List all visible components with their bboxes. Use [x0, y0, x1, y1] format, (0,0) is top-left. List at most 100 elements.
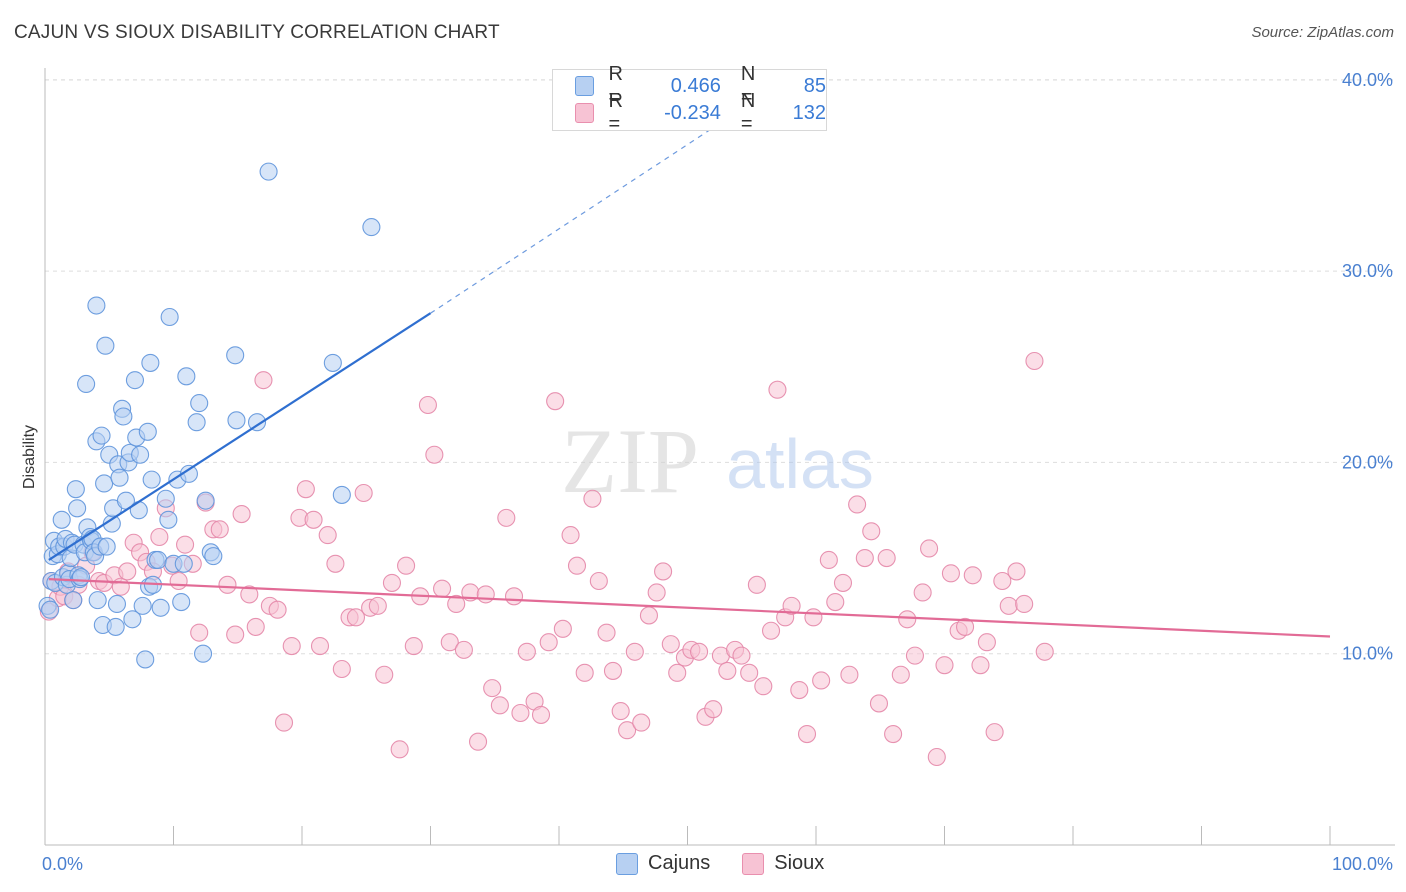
- sioux-point: [310, 636, 330, 656]
- sioux-point: [375, 665, 394, 684]
- sioux-point: [884, 724, 903, 744]
- cajun-point: [110, 468, 129, 487]
- data-points: [38, 162, 1054, 767]
- legend-label: Cajuns: [648, 852, 711, 874]
- r-label: R =: [608, 90, 623, 135]
- sioux-point: [318, 526, 337, 545]
- cajun-point: [196, 491, 215, 510]
- sioux-point: [190, 623, 209, 642]
- sioux-point: [296, 480, 315, 499]
- sioux-point: [304, 510, 323, 529]
- cajun-point: [323, 353, 342, 372]
- sioux-point: [382, 573, 402, 592]
- sioux-point: [848, 495, 867, 514]
- sioux-point: [433, 579, 452, 598]
- sioux-point: [517, 642, 536, 661]
- cajun-point: [332, 485, 351, 504]
- axes: [44, 68, 1395, 846]
- stats-legend: R = 0.466 N = 85 R = -0.234 N = 132: [552, 63, 827, 135]
- sioux-point: [718, 661, 737, 680]
- sioux-point: [553, 619, 572, 638]
- legend-item-cajuns[interactable]: Cajuns: [616, 852, 710, 875]
- sioux-point: [862, 522, 881, 541]
- sioux-point: [326, 554, 345, 573]
- cajun-point: [64, 591, 83, 610]
- cajun-point: [92, 426, 111, 445]
- legend-row-sioux: R = -0.234 N = 132: [575, 90, 827, 135]
- sioux-point: [169, 571, 188, 591]
- sioux-point: [977, 633, 996, 652]
- sioux-point: [368, 596, 387, 615]
- cajun-point: [71, 568, 91, 587]
- n-label: N =: [740, 63, 756, 108]
- sioux-point: [956, 617, 975, 636]
- cajun-point: [156, 489, 175, 508]
- sioux-point: [898, 610, 917, 629]
- sioux-point: [246, 617, 265, 636]
- sioux-point: [768, 380, 787, 399]
- sioux-point: [118, 562, 137, 581]
- sioux-point: [218, 575, 237, 594]
- cajuns-swatch: [575, 76, 595, 96]
- sioux-point: [625, 642, 644, 661]
- sioux-point: [240, 585, 259, 604]
- legend-row-cajuns: R = 0.466 N = 85: [575, 63, 826, 108]
- grid-lines: [45, 79, 1395, 655]
- cajun-point: [87, 296, 106, 315]
- cajun-point: [160, 307, 179, 327]
- sioux-point: [504, 587, 524, 606]
- cajun-point: [107, 594, 127, 614]
- cajun-point: [114, 407, 133, 426]
- sioux-point: [782, 596, 801, 615]
- cajun-point: [129, 501, 148, 520]
- cajun-point: [194, 644, 213, 663]
- sioux-point: [232, 505, 251, 524]
- y-tick-label: 30.0%: [1342, 261, 1393, 281]
- sioux-point: [819, 550, 838, 570]
- sioux-point: [404, 636, 423, 656]
- sioux-point: [546, 392, 565, 411]
- sioux-point: [483, 679, 502, 698]
- cajun-point: [247, 413, 267, 432]
- sioux-point: [210, 520, 229, 539]
- n-value: 132: [792, 101, 827, 124]
- cajun-point: [133, 596, 152, 615]
- cajun-point: [141, 353, 160, 372]
- sioux-point: [611, 702, 630, 721]
- sioux-point: [804, 608, 823, 627]
- sioux-point: [632, 713, 651, 732]
- sioux-point: [476, 585, 495, 604]
- sioux-point: [497, 508, 516, 527]
- sioux-legend-swatch: [742, 852, 765, 875]
- r-value: 0.466: [670, 74, 721, 97]
- cajun-trend-line: [48, 312, 432, 561]
- sioux-point: [761, 621, 781, 640]
- sioux-point: [754, 677, 773, 696]
- sioux-point: [826, 592, 845, 612]
- sioux-point: [226, 625, 245, 644]
- cajun-point: [159, 510, 178, 529]
- cajun-point: [125, 371, 144, 390]
- sioux-swatch: [575, 103, 595, 123]
- cajun-point: [142, 470, 161, 489]
- sioux-point: [920, 539, 939, 558]
- sioux-point: [111, 577, 130, 596]
- sioux-point: [935, 656, 954, 675]
- sioux-point: [390, 740, 409, 759]
- cajun-point: [259, 162, 278, 181]
- cajun-point: [123, 610, 142, 629]
- sioux-point: [531, 705, 551, 724]
- sioux-point: [332, 659, 351, 679]
- sioux-point: [346, 608, 366, 627]
- cajuns-legend-swatch: [616, 852, 638, 875]
- sioux-point: [647, 583, 666, 602]
- sioux-point: [855, 548, 874, 568]
- sioux-point: [971, 656, 990, 675]
- cajun-point: [149, 550, 168, 570]
- sioux-point: [840, 665, 859, 684]
- sioux-point: [877, 548, 896, 568]
- sioux-point: [993, 571, 1012, 591]
- sioux-point: [1025, 351, 1044, 371]
- legend-item-sioux[interactable]: Sioux: [742, 852, 824, 875]
